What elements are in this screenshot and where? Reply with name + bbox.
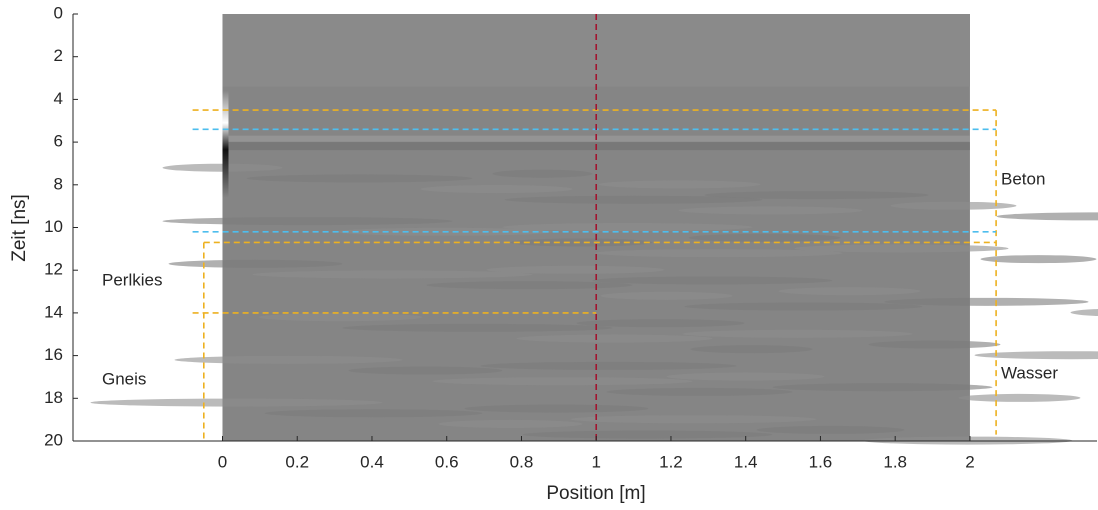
texture xyxy=(598,180,761,189)
texture xyxy=(996,212,1098,221)
y-tick-label: 10 xyxy=(44,217,63,236)
x-tick-label: 0.6 xyxy=(435,452,459,471)
texture xyxy=(772,383,993,392)
texture xyxy=(980,255,1097,264)
annotation: Perlkies xyxy=(102,270,162,289)
x-axis-label: Position [m] xyxy=(546,483,645,504)
x-tick-label: 1.8 xyxy=(883,452,907,471)
texture xyxy=(1070,308,1098,317)
texture xyxy=(480,361,737,370)
x-tick-label: 1.2 xyxy=(659,452,683,471)
y-tick-label: 18 xyxy=(44,388,63,407)
y-tick-label: 0 xyxy=(54,3,63,22)
texture xyxy=(884,297,1089,306)
y-tick-label: 6 xyxy=(54,132,63,151)
texture xyxy=(348,366,503,375)
texture xyxy=(958,393,1081,402)
x-tick-label: 1.4 xyxy=(734,452,758,471)
x-tick-label: 1 xyxy=(591,452,600,471)
texture xyxy=(426,281,633,290)
texture xyxy=(794,244,1009,253)
texture xyxy=(606,387,793,396)
texture xyxy=(678,206,863,215)
texture xyxy=(600,291,733,300)
texture xyxy=(576,319,745,328)
annotation: Wasser xyxy=(1001,363,1058,382)
texture xyxy=(704,191,929,200)
texture xyxy=(756,425,905,434)
texture xyxy=(168,259,343,268)
annotation: Beton xyxy=(1001,169,1045,188)
texture xyxy=(890,201,1017,210)
texture xyxy=(778,287,921,296)
x-tick-label: 0.8 xyxy=(510,452,534,471)
texture xyxy=(438,419,583,428)
x-tick-label: 0.2 xyxy=(285,452,309,471)
texture xyxy=(246,174,473,183)
texture xyxy=(592,276,833,285)
y-axis-label: Zeit [ns] xyxy=(9,194,30,262)
texture xyxy=(688,233,841,242)
texture xyxy=(502,223,753,232)
x-tick-label: 2 xyxy=(965,452,974,471)
texture xyxy=(522,430,773,439)
texture xyxy=(504,195,763,204)
y-tick-label: 4 xyxy=(54,89,63,108)
texture xyxy=(570,415,817,424)
texture xyxy=(510,238,653,247)
x-tick-label: 0.4 xyxy=(360,452,384,471)
axes-layer: 0 2 4 6 8 10 12 14 16 18 20 0 0.2 0.4 0.6 0.8 1 1.2 1.4 1.6… xyxy=(44,3,1097,471)
texture xyxy=(682,329,913,338)
texture xyxy=(492,169,593,178)
texture xyxy=(252,270,533,279)
texture xyxy=(516,334,713,343)
texture xyxy=(486,265,665,274)
texture xyxy=(174,355,403,364)
line-layer xyxy=(192,14,997,441)
image-layer xyxy=(90,14,1098,445)
texture xyxy=(690,345,813,354)
texture xyxy=(90,398,383,407)
texture xyxy=(264,409,483,418)
texture xyxy=(222,90,229,198)
texture xyxy=(342,323,613,332)
texture xyxy=(666,372,825,381)
texture xyxy=(432,377,693,386)
y-tick-label: 16 xyxy=(44,345,63,364)
y-tick-label: 14 xyxy=(44,302,63,321)
texture xyxy=(464,404,649,413)
texture xyxy=(420,185,573,194)
x-tick-label: 1.6 xyxy=(809,452,833,471)
texture xyxy=(868,340,1001,349)
y-tick-label: 12 xyxy=(44,260,63,279)
texture xyxy=(162,217,453,226)
texture xyxy=(258,313,423,322)
y-tick-label: 8 xyxy=(54,174,63,193)
texture xyxy=(974,351,1098,360)
y-tick-label: 2 xyxy=(54,46,63,65)
x-tick-label: 0 xyxy=(218,452,227,471)
annotation: Gneis xyxy=(102,369,146,388)
texture xyxy=(594,249,843,258)
y-tick-label: 20 xyxy=(44,430,63,449)
texture xyxy=(684,302,923,311)
